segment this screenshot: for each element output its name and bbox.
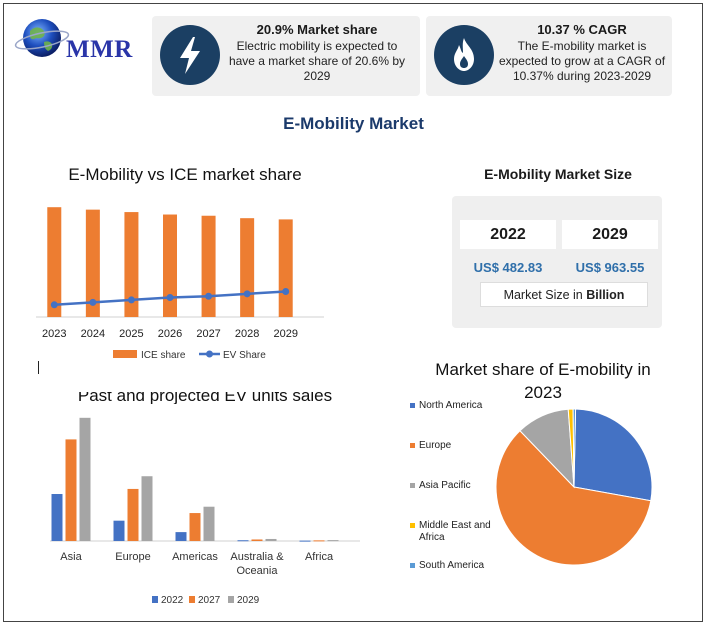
value-2022: US$ 482.83 (473, 260, 543, 275)
legend-swatch-2022 (152, 596, 158, 603)
year-2029-label: 2029 (562, 220, 658, 249)
legend-swatch-2027 (189, 596, 195, 603)
legend-swatch (410, 443, 415, 448)
market-size-title: E-Mobility Market Size (484, 166, 632, 182)
legend-swatch-2029 (228, 596, 234, 603)
year-2022-label: 2022 (460, 220, 556, 249)
legend-marker-ev (206, 350, 213, 358)
sales-bar-2022 (175, 532, 187, 541)
sales-bar-2027 (313, 540, 325, 542)
market-share-card: 20.9% Market share Electric mobility is … (152, 16, 420, 96)
value-2029: US$ 963.55 (575, 260, 645, 275)
x-tick-label: Australia & (230, 551, 284, 563)
cagr-description: The E-mobility market is expected to gro… (498, 39, 666, 83)
legend-label-2027: 2027 (198, 595, 221, 606)
flame-icon (434, 25, 494, 85)
ice-share-bar (124, 212, 139, 317)
ice-share-bar (47, 207, 62, 317)
ice-share-bar (163, 214, 177, 317)
ev-share-point (282, 288, 290, 296)
sales-bar-2022 (51, 494, 63, 541)
ev-share-point (166, 293, 174, 301)
lightning-icon (160, 25, 220, 85)
legend-label-2029: 2029 (237, 595, 260, 606)
sales-bar-2029 (79, 417, 91, 541)
x-tick-label: 2028 (235, 328, 259, 340)
ice-share-bar (85, 209, 100, 317)
x-tick-label: Oceania (237, 565, 279, 577)
ev-share-point (243, 290, 251, 298)
text-cursor (38, 361, 39, 374)
legend-swatch-ice (113, 350, 137, 358)
globe-icon (14, 19, 70, 57)
ev-sales-chart: Asia Europe Americas Australia & Oceania Afri… (50, 417, 360, 606)
legend-label: South America (419, 560, 485, 571)
x-tick-label: 2023 (42, 328, 66, 340)
legend-swatch (410, 483, 415, 488)
ice-share-bar (240, 218, 255, 317)
sales-bar-2022 (237, 540, 249, 542)
ev-sales-chart-title: Past and projected EV units sales (77, 392, 333, 404)
x-tick-label: 2026 (158, 328, 182, 340)
legend-label: Europe (419, 440, 452, 451)
x-tick-label: 2027 (196, 328, 220, 340)
ice-vs-ev-chart: 2023 2024 2025 2026 2027 2028 2029 ICE share EV … (36, 207, 324, 361)
sales-bar-2022 (299, 540, 311, 542)
ev-share-point (50, 301, 58, 309)
cagr-title: 10.37 % CAGR (537, 22, 627, 37)
page-title: E-Mobility Market (283, 114, 424, 133)
market-share-description: Electric mobility is expected to have a … (228, 39, 406, 83)
cagr-card: 10.37 % CAGR The E-mobility market is ex… (426, 16, 672, 96)
legend-label: Middle East and Africa (419, 520, 491, 543)
pie-slice (573, 408, 653, 502)
sales-bar-2027 (189, 513, 201, 541)
ice-chart-title: E-Mobility vs ICE market share (68, 165, 302, 184)
ev-share-point (127, 296, 135, 304)
x-tick-label: 2024 (81, 328, 105, 340)
ev-share-point (205, 292, 213, 300)
ice-share-bar (201, 215, 216, 317)
x-tick-label: Africa (305, 551, 334, 563)
pie-slice (572, 408, 577, 488)
legend-swatch (410, 523, 415, 528)
note-unit: Billion (586, 288, 625, 302)
ev-sales-title-clip: Past and projected EV units sales (40, 392, 370, 404)
x-tick-label: 2025 (119, 328, 143, 340)
logo: MMR (14, 14, 134, 66)
pie-slice (495, 430, 652, 566)
x-tick-label: Europe (115, 551, 150, 563)
sales-bar-2029 (141, 476, 153, 541)
x-tick-label: Americas (172, 551, 218, 563)
x-tick-label: Asia (60, 551, 82, 563)
legend-label-2022: 2022 (161, 595, 184, 606)
legend-label: North America (419, 400, 483, 411)
legend-label-ev: EV Share (223, 350, 266, 361)
sales-bar-2022 (113, 520, 125, 541)
pie-chart-title: Market share of E-mobility in 2023 (435, 360, 651, 402)
sales-bar-2029 (265, 538, 277, 541)
market-size-unit-note: Market Size in Billion (480, 282, 648, 307)
ice-share-bar (278, 219, 293, 317)
market-size-panel: 2022 2029 US$ 482.83 US$ 963.55 Market S… (452, 196, 662, 328)
legend-swatch (410, 403, 415, 408)
legend-label: Asia Pacific (419, 480, 471, 491)
legend-swatch (410, 563, 415, 568)
logo-text: MMR (66, 36, 133, 63)
sales-bar-2027 (65, 439, 77, 541)
sales-bar-2029 (327, 540, 339, 542)
ev-share-point (89, 298, 97, 306)
sales-bar-2027 (251, 539, 263, 541)
sales-bar-2029 (203, 506, 215, 541)
sales-bar-2027 (127, 488, 139, 541)
note-prefix: Market Size in (503, 288, 587, 302)
x-tick-label: 2029 (273, 328, 297, 340)
legend-label-ice: ICE share (141, 350, 186, 361)
market-share-pie-chart (495, 408, 653, 566)
market-share-title: 20.9% Market share (256, 22, 378, 37)
